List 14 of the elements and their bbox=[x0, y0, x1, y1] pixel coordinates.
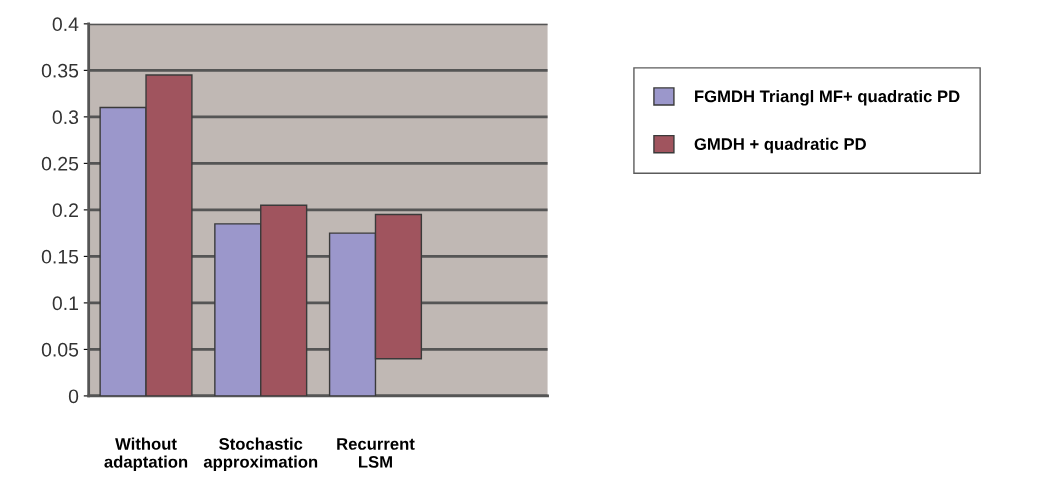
y-tick-label: 0 bbox=[68, 389, 79, 404]
y-tick-label: 0.1 bbox=[52, 296, 78, 311]
y-tick-label: 0.15 bbox=[41, 249, 79, 264]
x-tick-label: Stochastic approximation bbox=[203, 437, 318, 472]
y-tick-label: 0.3 bbox=[52, 110, 79, 125]
y-tick-label: 0.35 bbox=[41, 63, 79, 78]
legend-label: GMDH + quadratic PD bbox=[694, 137, 866, 154]
y-tick-label: 0.25 bbox=[41, 156, 79, 171]
y-tick-label: 0.05 bbox=[41, 342, 79, 357]
y-tick-label: 0.2 bbox=[52, 203, 78, 218]
x-tick-label: Recurrent LSM bbox=[337, 438, 415, 468]
x-tick-label: Without adaptation bbox=[104, 437, 188, 472]
y-tick-label: 0.4 bbox=[52, 17, 79, 32]
legend-label: FGMDH Triangl MF+ quadratic PD bbox=[695, 90, 960, 106]
